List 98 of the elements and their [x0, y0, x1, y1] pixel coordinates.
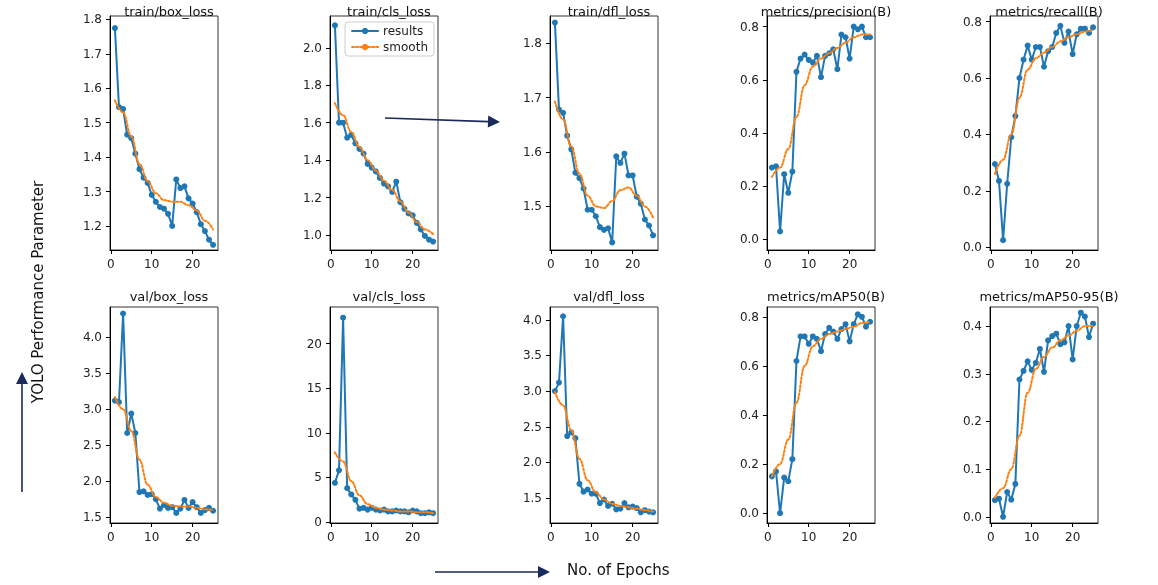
y-tick-label: 1.7	[82, 46, 102, 61]
y-tick-label: 1.7	[522, 90, 542, 105]
y-axis-title: YOLO Performance Parameter	[29, 180, 47, 404]
x-tick-label: 0	[764, 530, 772, 544]
y-tick-label: 1.5	[82, 510, 102, 525]
y-tick-label: 1.6	[522, 145, 542, 160]
y-tick-label: 0.8	[739, 309, 759, 324]
x-tick-label: 0	[987, 530, 995, 544]
x-tick-label: 20	[625, 530, 641, 544]
y-tick-label: 4.0	[522, 312, 542, 327]
y-tick-label: 1.5	[522, 199, 542, 214]
y-tick-label: 3.5	[82, 366, 102, 381]
y-tick-label: 1.0	[302, 228, 322, 243]
chart-title: train/cls_loss	[347, 4, 432, 19]
x-tick-label: 0	[327, 530, 335, 544]
y-tick-label: 3.0	[82, 402, 102, 417]
y-tick-label: 0.6	[739, 358, 759, 373]
y-tick-label: 0.0	[962, 509, 982, 524]
x-tick-label: 20	[625, 257, 641, 271]
y-tick-label: 0.0	[962, 240, 982, 255]
x-tick-label: 10	[1024, 530, 1040, 544]
y-tick-label: 2.0	[82, 474, 102, 489]
x-tick-label: 10	[801, 257, 817, 271]
legend-label: results	[383, 24, 424, 38]
y-tick-label: 0.8	[739, 19, 759, 34]
y-tick-label: 20	[306, 336, 322, 351]
y-tick-label: 3.0	[522, 384, 542, 399]
chart-title: metrics/mAP50(B)	[766, 289, 886, 304]
x-tick-label: 20	[405, 530, 421, 544]
x-tick-label: 20	[842, 530, 858, 544]
chart-title: metrics/precision(B)	[760, 4, 892, 19]
y-tick-label: 1.5	[82, 115, 102, 130]
y-tick-label: 3.5	[522, 348, 542, 363]
x-tick-label: 0	[547, 530, 555, 544]
y-tick-label: 1.8	[522, 36, 542, 51]
y-tick-label: 0.4	[962, 127, 982, 142]
y-tick-label: 1.8	[82, 12, 102, 27]
y-tick-label: 1.3	[82, 184, 102, 199]
y-tick-label: 0.2	[962, 414, 982, 429]
chart-title: metrics/mAP50-95(B)	[979, 289, 1119, 304]
y-tick-label: 0.3	[962, 366, 982, 381]
chart-title: val/cls_loss	[352, 289, 426, 304]
y-tick-label: 0.2	[962, 183, 982, 198]
y-tick-label: 2.5	[82, 438, 102, 453]
y-tick-label: 1.2	[82, 218, 102, 233]
y-tick-label: 0.6	[962, 71, 982, 86]
y-tick-label: 1.6	[302, 115, 322, 130]
chart-title: val/box_loss	[129, 289, 209, 304]
y-tick-label: 1.5	[522, 491, 542, 506]
chart-title: val/dfl_loss	[573, 289, 646, 304]
chart-title: train/dfl_loss	[567, 4, 651, 19]
y-tick-label: 5	[314, 470, 322, 485]
x-tick-label: 20	[185, 257, 201, 271]
x-tick-label: 0	[987, 257, 995, 271]
y-tick-label: 0.4	[739, 126, 759, 140]
y-tick-label: 0.0	[739, 232, 759, 247]
x-tick-label: 20	[1065, 530, 1081, 544]
x-tick-label: 20	[1065, 257, 1081, 271]
y-tick-label: 1.4	[302, 153, 322, 168]
y-tick-label: 1.6	[82, 81, 102, 96]
y-tick-label: 2.5	[522, 419, 542, 434]
x-tick-label: 0	[547, 257, 555, 271]
x-tick-label: 20	[405, 257, 421, 271]
x-tick-label: 0	[764, 257, 772, 271]
y-tick-label: 0.4	[739, 408, 759, 422]
y-tick-label: 0.6	[739, 72, 759, 87]
y-tick-label: 0.2	[739, 457, 759, 472]
x-tick-label: 10	[801, 530, 817, 544]
y-tick-label: 0.4	[962, 319, 982, 334]
x-tick-label: 10	[144, 530, 160, 544]
x-tick-label: 20	[842, 257, 858, 271]
chart-title: metrics/recall(B)	[995, 4, 1103, 19]
x-tick-label: 0	[107, 530, 115, 544]
y-tick-label: 2.0	[522, 455, 542, 470]
y-tick-label: 0	[314, 515, 322, 530]
y-tick-label: 1.4	[82, 150, 102, 165]
x-tick-label: 10	[144, 257, 160, 271]
y-tick-label: 15	[306, 381, 322, 396]
y-tick-label: 1.2	[302, 190, 322, 205]
y-tick-label: 1.8	[302, 78, 322, 93]
y-tick-label: 0.2	[739, 179, 759, 194]
y-tick-label: 2.0	[302, 40, 322, 55]
x-tick-label: 10	[584, 530, 600, 544]
x-tick-label: 20	[185, 530, 201, 544]
chart-title: train/box_loss	[124, 4, 215, 19]
x-tick-label: 10	[364, 530, 380, 544]
x-axis-title: No. of Epochs	[567, 561, 670, 579]
x-tick-label: 10	[584, 257, 600, 271]
y-tick-label: 10	[306, 425, 322, 440]
x-tick-label: 0	[327, 257, 335, 271]
y-tick-label: 0.1	[962, 462, 982, 477]
y-tick-label: 4.0	[82, 330, 102, 345]
legend-label: smooth	[383, 40, 428, 54]
x-tick-label: 10	[364, 257, 380, 271]
x-tick-label: 0	[107, 257, 115, 271]
y-tick-label: 0.8	[962, 14, 982, 29]
x-tick-label: 10	[1024, 257, 1040, 271]
y-tick-label: 0.0	[739, 506, 759, 521]
